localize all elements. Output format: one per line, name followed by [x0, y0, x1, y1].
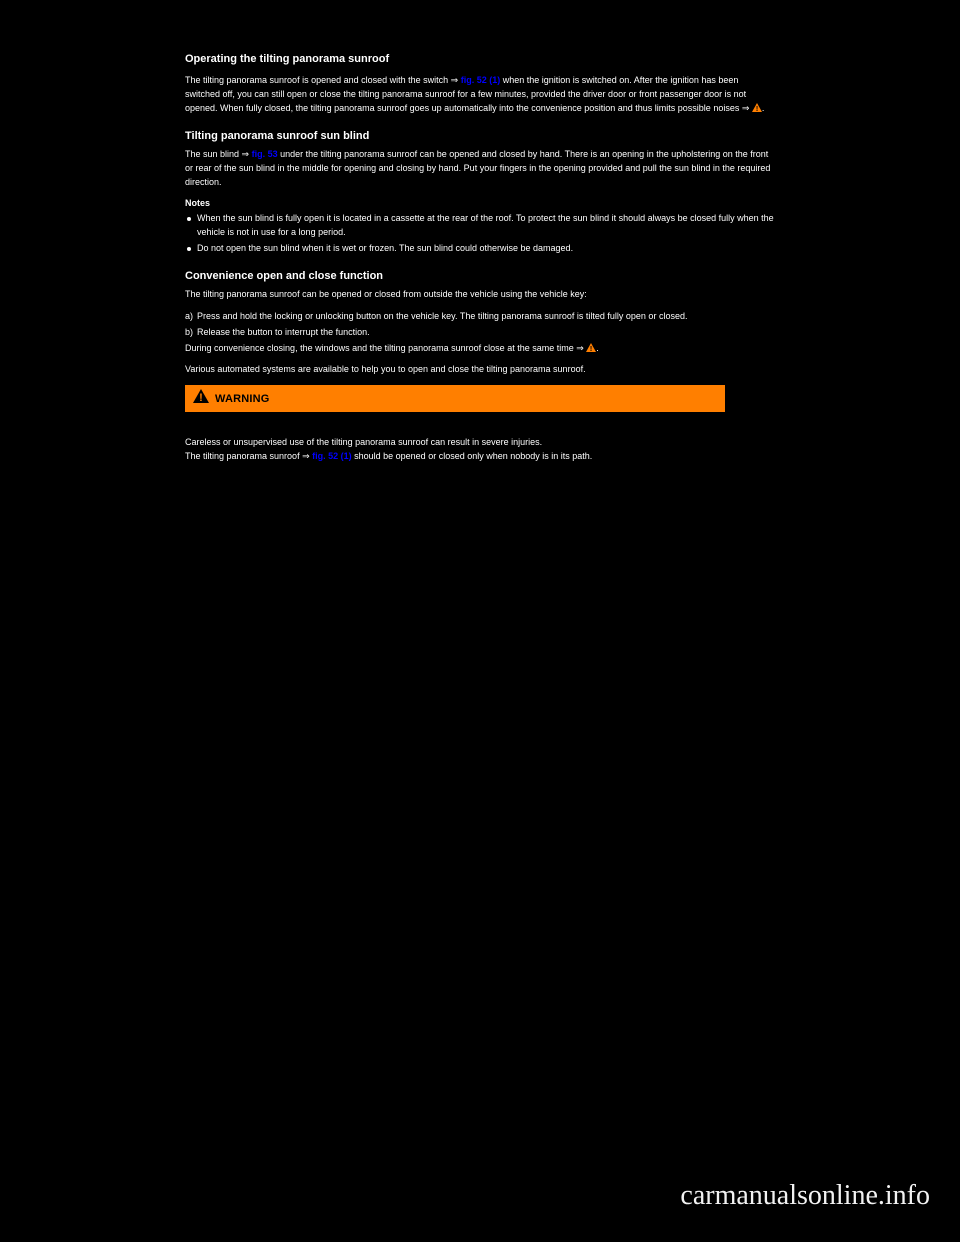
- svg-text:!: !: [756, 106, 758, 112]
- watermark: carmanualsonline.info: [680, 1180, 930, 1212]
- step-text: Release the button to interrupt the func…: [197, 327, 370, 337]
- notes-heading: Notes: [185, 198, 775, 208]
- convenience-p2-pre: During convenience closing, the windows …: [185, 343, 586, 353]
- fig52-link[interactable]: fig. 52 (1): [461, 75, 501, 85]
- step-item: a)Press and hold the locking or unlockin…: [185, 310, 775, 324]
- sunblind-paragraph: The sun blind ⇒ fig. 53 under the tiltin…: [185, 148, 775, 190]
- convenience-heading: Convenience open and close function: [185, 270, 775, 282]
- svg-text:!: !: [199, 392, 203, 403]
- warning-text: Careless or unsupervised use of the tilt…: [185, 422, 775, 464]
- intro-text-pre: The tilting panorama sunroof is opened a…: [185, 75, 461, 85]
- note-item: Do not open the sun blind when it is wet…: [185, 242, 775, 256]
- warning-label: WARNING: [215, 393, 270, 405]
- convenience-p2-post: .: [596, 343, 599, 353]
- sunblind-text-pre: The sun blind ⇒: [185, 149, 252, 159]
- step-text: Press and hold the locking or unlocking …: [197, 311, 687, 321]
- sunblind-heading: Tilting panorama sunroof sun blind: [185, 130, 775, 142]
- warning-text-post: should be opened or closed only when nob…: [352, 451, 593, 461]
- intro-text-end: .: [762, 103, 765, 113]
- warning-triangle-icon: !: [752, 103, 762, 112]
- page-title: Operating the tilting panorama sunroof: [185, 52, 775, 66]
- fig52-link-2[interactable]: fig. 52 (1): [312, 451, 352, 461]
- convenience-p2: During convenience closing, the windows …: [185, 342, 775, 356]
- step-item: b)Release the button to interrupt the fu…: [185, 326, 775, 340]
- svg-text:!: !: [590, 346, 592, 352]
- note-item: When the sun blind is fully open it is l…: [185, 212, 775, 240]
- convenience-p3: Various automated systems are available …: [185, 363, 775, 377]
- fig53-link[interactable]: fig. 53: [252, 149, 278, 159]
- warning-box: ! WARNING: [185, 385, 725, 412]
- step-letter: b): [185, 326, 197, 340]
- intro-paragraph: The tilting panorama sunroof is opened a…: [185, 74, 775, 116]
- convenience-steps: a)Press and hold the locking or unlockin…: [185, 310, 775, 340]
- step-letter: a): [185, 310, 197, 324]
- warning-triangle-icon: !: [586, 343, 596, 352]
- notes-list: When the sun blind is fully open it is l…: [185, 212, 775, 256]
- convenience-intro: The tilting panorama sunroof can be open…: [185, 288, 775, 302]
- warning-triangle-icon: !: [193, 389, 209, 408]
